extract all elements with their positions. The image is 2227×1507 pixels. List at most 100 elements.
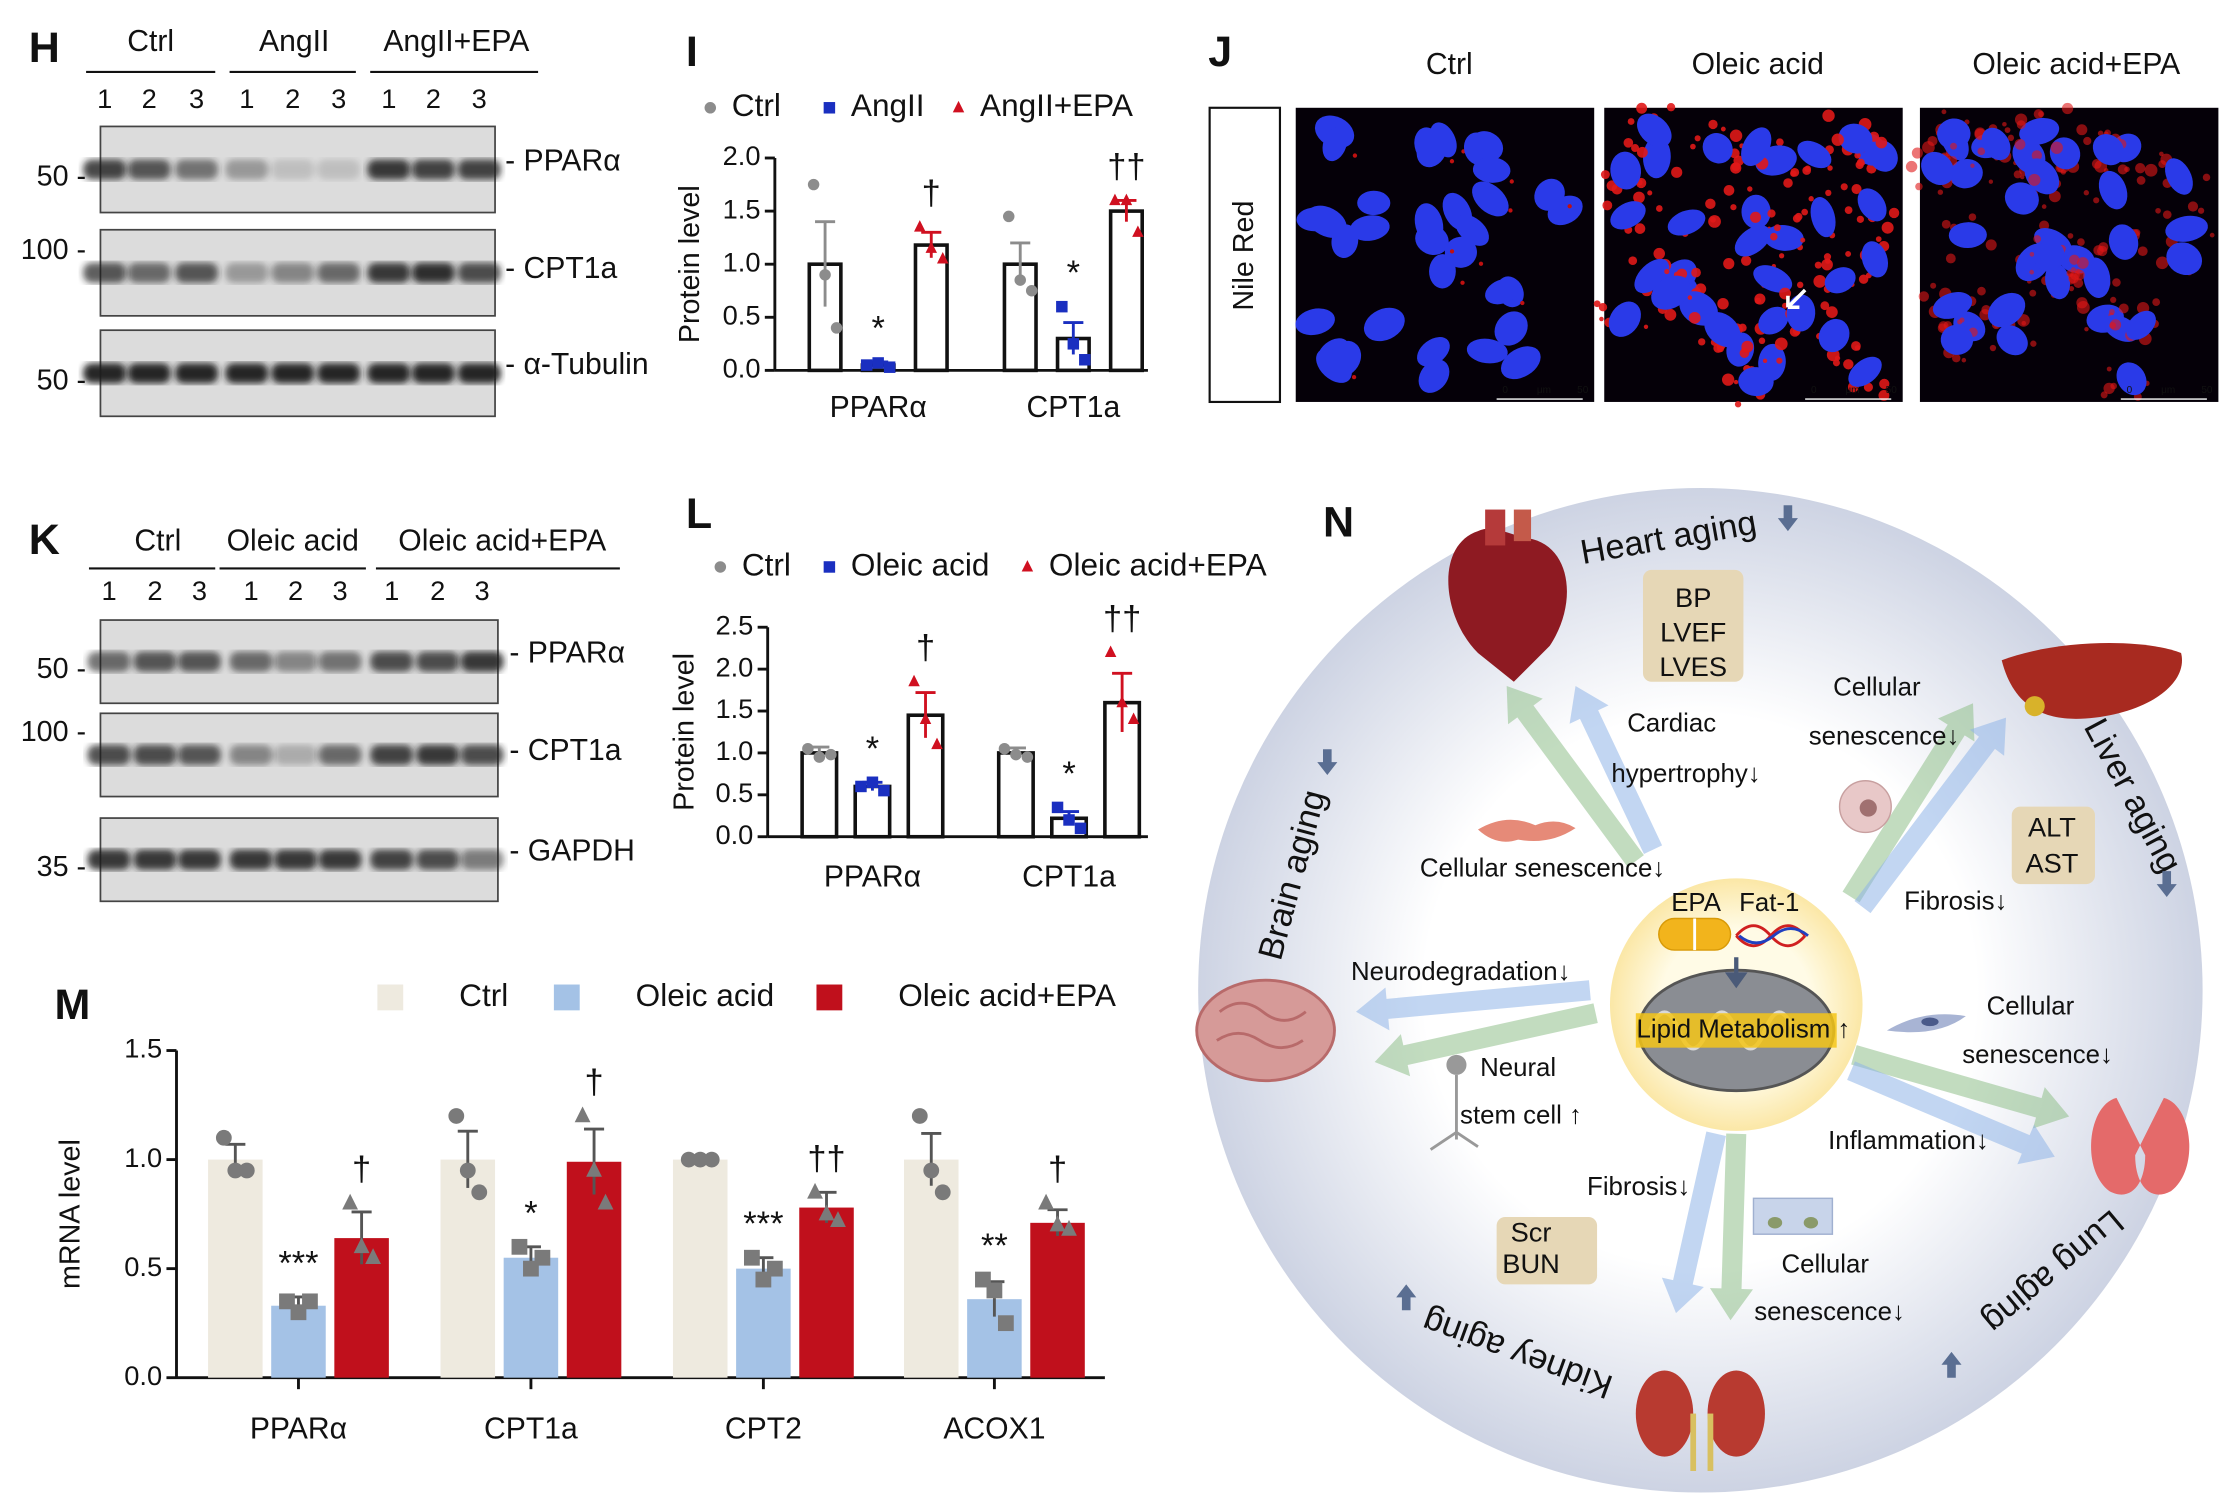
band xyxy=(271,363,315,384)
lipid-droplet xyxy=(1460,280,1465,285)
lipid-droplet xyxy=(1840,183,1848,191)
band xyxy=(175,363,219,384)
data-point xyxy=(1067,338,1080,350)
effect-note: senescence↓ xyxy=(1754,1298,1905,1326)
lane-number: 1 xyxy=(97,83,112,114)
lane-number: 3 xyxy=(472,83,487,114)
y-tick-label: 2.0 xyxy=(715,651,753,682)
legend-marker xyxy=(823,102,836,114)
lipid-droplet xyxy=(1508,208,1513,213)
lipid-droplet xyxy=(2050,141,2063,154)
lipid-droplet xyxy=(2202,173,2211,182)
group-label: Ctrl xyxy=(134,525,181,558)
lane-number: 1 xyxy=(381,83,396,114)
data-point xyxy=(1127,712,1140,724)
nucleus xyxy=(1734,225,1771,257)
data-point xyxy=(1063,814,1075,826)
significance: * xyxy=(866,730,879,768)
data-point xyxy=(1061,1219,1077,1236)
y-tick-label: 0.5 xyxy=(723,299,761,330)
bar xyxy=(799,1207,854,1378)
nucleus xyxy=(1948,222,1987,249)
effect-note: Neurodegradation↓ xyxy=(1351,958,1571,986)
lipid-droplet xyxy=(1989,344,1997,352)
band xyxy=(274,651,318,672)
significance: * xyxy=(1067,254,1080,292)
lipid-droplet xyxy=(1449,159,1455,164)
lipid-droplet xyxy=(2076,297,2088,309)
lipid-droplet xyxy=(2076,257,2089,269)
x-tick-label: PPARα xyxy=(824,860,921,893)
lipid-droplet xyxy=(1694,135,1701,142)
significance: † xyxy=(916,629,935,667)
trend-arrow xyxy=(1317,749,1338,776)
lane-number: 2 xyxy=(288,575,303,606)
parameter: BUN xyxy=(1502,1248,1560,1279)
lane-number: 1 xyxy=(384,575,399,606)
y-tick-label: 0.0 xyxy=(124,1360,162,1391)
lipid-droplet xyxy=(2144,163,2158,177)
nucleus xyxy=(1996,325,2028,356)
lipid-droplet xyxy=(2112,278,2121,287)
lipid-droplet xyxy=(1747,186,1753,192)
data-point xyxy=(692,1151,709,1168)
lane-number: 3 xyxy=(189,83,204,114)
data-point xyxy=(911,1108,928,1124)
nucleus xyxy=(1466,338,1508,364)
lipid-droplet xyxy=(2021,320,2027,326)
lipid-droplet xyxy=(1723,185,1735,196)
nucleus xyxy=(1295,308,1335,336)
lipid-droplet xyxy=(2083,190,2090,196)
x-tick-label: CPT1a xyxy=(1022,860,1116,893)
mw-marker: 35 - xyxy=(37,851,86,883)
mw-marker: 100 - xyxy=(21,234,86,266)
scale-label: 0 xyxy=(1502,385,1508,396)
band xyxy=(83,363,127,384)
pathway-arrow xyxy=(1506,686,1644,868)
data-point xyxy=(998,742,1011,755)
y-tick-label: 0.5 xyxy=(715,777,753,808)
nucleus xyxy=(1704,312,1741,348)
data-point xyxy=(802,742,814,755)
data-point xyxy=(1014,274,1026,286)
nucleus xyxy=(2098,170,2128,210)
lipid-droplet xyxy=(1598,303,1608,312)
lipid-droplet xyxy=(1796,281,1804,289)
lipid-droplet xyxy=(1826,306,1838,318)
x-tick-label: CPT2 xyxy=(725,1413,802,1446)
data-point xyxy=(1038,1193,1054,1210)
lipid-droplet xyxy=(1741,255,1752,266)
nucleus xyxy=(1824,267,1856,294)
lipid-droplet xyxy=(2033,235,2042,243)
lipid-droplet xyxy=(1979,309,1991,321)
band xyxy=(367,363,411,384)
y-tick-label: 0.0 xyxy=(715,819,753,850)
lipid-droplet xyxy=(1631,144,1640,153)
nucleus xyxy=(1444,236,1477,268)
effect-note: senescence↓ xyxy=(1809,723,1960,751)
nucleus xyxy=(1741,127,1772,166)
data-point xyxy=(860,359,873,371)
lipid-droplet xyxy=(1708,119,1718,130)
lane-number: 1 xyxy=(101,575,116,606)
effect-note: Fibrosis↓ xyxy=(1904,888,2007,916)
data-point xyxy=(766,1260,783,1277)
lipid-droplet xyxy=(2159,151,2164,157)
legend-swatch xyxy=(553,984,580,1011)
lane-number: 3 xyxy=(332,575,347,606)
lipid-droplet xyxy=(2100,391,2108,399)
lipid-droplet xyxy=(2109,322,2117,329)
lipid-droplet xyxy=(1854,152,1861,159)
parameter-box xyxy=(1496,1216,1598,1285)
lipid-droplet xyxy=(1722,373,1735,386)
lipid-droplet xyxy=(2197,207,2205,214)
nucleus xyxy=(1534,178,1565,211)
panel-label: H xyxy=(29,24,60,72)
lipid-droplet xyxy=(1352,153,1358,158)
group-label: Oleic acid+EPA xyxy=(398,525,607,558)
nucleus xyxy=(1472,157,1511,183)
pathway-arrow xyxy=(1842,703,1975,903)
effect-note: Fibrosis↓ xyxy=(1587,1173,1690,1201)
group-label: AngII+EPA xyxy=(383,25,530,58)
